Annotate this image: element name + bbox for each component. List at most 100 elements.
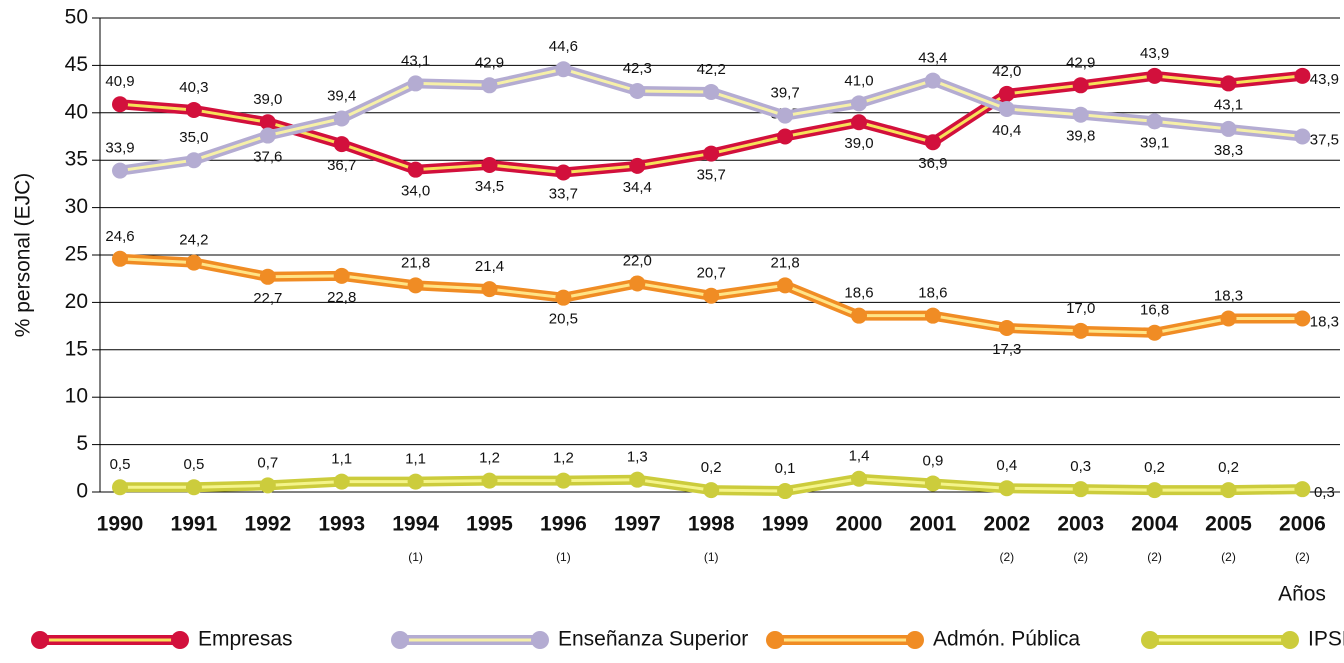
value-label: 18,6 [918, 285, 947, 302]
point [112, 250, 128, 267]
point [407, 277, 424, 294]
point [924, 72, 941, 89]
point [333, 110, 350, 127]
point [777, 277, 794, 294]
value-label: 34,4 [623, 179, 652, 196]
value-label: 37,5 [1310, 131, 1339, 148]
value-label: 22,0 [623, 252, 652, 269]
point [1294, 481, 1311, 498]
point [112, 162, 128, 179]
point [629, 275, 646, 292]
value-label: 42,2 [697, 61, 726, 78]
value-label: 0,3 [1070, 458, 1091, 475]
point [481, 472, 498, 489]
value-label: 42,9 [475, 54, 504, 71]
value-label: 0,5 [110, 456, 131, 473]
point [259, 114, 276, 131]
value-label: 43,9 [1310, 71, 1339, 88]
value-label: 1,4 [849, 448, 870, 465]
value-label: 43,1 [1214, 96, 1243, 113]
x-tick-label: 2001 [910, 513, 957, 536]
value-label: 18,6 [844, 285, 873, 302]
value-label: 20,7 [697, 265, 726, 282]
legend-label: IPSFL [1308, 628, 1344, 651]
point [407, 161, 424, 178]
x-tick-note: (2) [999, 550, 1014, 564]
point [703, 83, 720, 100]
value-label: 38,3 [1214, 142, 1243, 159]
x-tick-label: 2003 [1057, 513, 1104, 536]
value-label: 1,2 [553, 450, 574, 467]
point [629, 82, 646, 99]
point [1072, 77, 1089, 94]
point [407, 473, 424, 490]
y-tick-label: 40 [65, 100, 88, 123]
legend-marker [766, 631, 784, 649]
point [1146, 67, 1163, 84]
point [1294, 67, 1311, 84]
point [777, 128, 794, 145]
x-tick-note: (2) [1221, 550, 1236, 564]
y-tick-label: 0 [76, 480, 88, 503]
value-label: 35,7 [697, 167, 726, 184]
x-tick-label: 1991 [171, 513, 218, 536]
point [1220, 310, 1237, 327]
value-label: 42,9 [1066, 54, 1095, 71]
point [1220, 120, 1237, 137]
point [777, 107, 794, 124]
value-label: 16,8 [1140, 302, 1169, 319]
value-label: 24,2 [179, 232, 208, 249]
x-tick-label: 2004 [1131, 513, 1178, 536]
x-tick-note: (2) [1147, 550, 1162, 564]
point [1294, 310, 1311, 327]
point [112, 96, 128, 113]
x-tick-label: 1997 [614, 513, 661, 536]
value-label: 21,8 [401, 254, 430, 271]
value-label: 0,2 [701, 459, 722, 476]
x-tick-label: 1993 [318, 513, 365, 536]
y-axis-label: % personal (EJC) [12, 173, 35, 338]
point [555, 164, 572, 181]
value-label: 0,1 [775, 460, 796, 477]
point [924, 307, 941, 324]
point [703, 287, 720, 304]
point [1146, 113, 1163, 130]
value-label: 21,4 [475, 258, 504, 275]
value-label: 1,3 [627, 449, 648, 466]
value-label: 42,3 [623, 60, 652, 77]
value-label: 41,0 [844, 72, 873, 89]
x-tick-note: (2) [1295, 550, 1310, 564]
point [259, 268, 276, 285]
x-tick-note: (1) [556, 550, 571, 564]
value-label: 34,5 [475, 178, 504, 195]
value-label: 21,8 [770, 254, 799, 271]
value-label: 22,7 [253, 290, 282, 307]
point [1072, 106, 1089, 123]
value-label: 18,3 [1214, 287, 1243, 304]
value-label: 33,9 [105, 140, 134, 157]
legend-marker [1141, 631, 1159, 649]
value-label: 42,0 [992, 63, 1021, 80]
value-label: 39,7 [770, 85, 799, 102]
value-label: 40,3 [179, 79, 208, 96]
point [112, 479, 128, 496]
value-label: 18,3 [1310, 313, 1339, 330]
legend-label: Empresas [198, 628, 293, 651]
x-tick-label: 1992 [244, 513, 291, 536]
legend-label: Admón. Pública [933, 628, 1080, 651]
point [1146, 324, 1163, 341]
x-tick-note: (1) [408, 550, 423, 564]
point [998, 85, 1015, 102]
x-tick-note: (1) [704, 550, 719, 564]
x-tick-label: 1994 [392, 513, 439, 536]
x-tick-label: 1990 [97, 513, 144, 536]
legend-marker [171, 631, 189, 649]
value-label: 40,4 [992, 122, 1021, 139]
value-label: 39,8 [1066, 128, 1095, 145]
y-tick-label: 25 [65, 243, 88, 266]
point [481, 77, 498, 94]
point [851, 95, 867, 112]
point [407, 75, 424, 92]
value-label: 0,4 [996, 457, 1017, 474]
point [555, 61, 572, 78]
